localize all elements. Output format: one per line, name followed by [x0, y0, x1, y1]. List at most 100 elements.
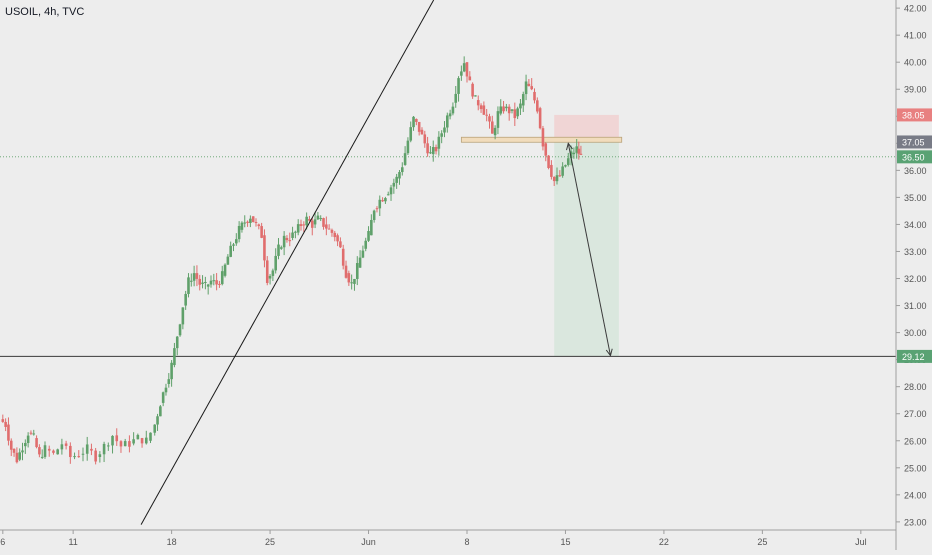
price-tick-label: 23.00: [904, 517, 927, 527]
candle-body: [400, 167, 404, 173]
candle-body: [98, 454, 102, 457]
candle-body: [285, 237, 289, 241]
candle-body: [355, 263, 359, 279]
candle-body: [341, 248, 345, 266]
time-axis[interactable]: 6 11 18 25 Jun 8 15 22 25 Jul: [0, 529, 896, 547]
candle-body: [204, 281, 207, 283]
candle-body: [164, 387, 168, 393]
candle-body: [392, 182, 396, 187]
candle-body: [417, 121, 421, 132]
price-label: 29.12: [902, 352, 925, 362]
position-tool[interactable]: [554, 114, 619, 357]
time-tick-label: 18: [167, 537, 177, 547]
price-label: 36.50: [902, 152, 925, 162]
candle-body: [94, 450, 97, 462]
price-tick-label: 35.00: [904, 193, 927, 203]
candle-body: [302, 224, 306, 226]
candle-body: [358, 257, 362, 268]
candle-body: [29, 432, 33, 434]
candle-body: [555, 175, 559, 182]
time-tick-label: 25: [265, 537, 275, 547]
candle-body: [330, 229, 334, 233]
price-axis[interactable]: 23.0024.0025.0026.0027.0028.0029.0030.00…: [895, 0, 932, 550]
candle-body: [184, 293, 187, 306]
time-tick-label: 25: [757, 537, 767, 547]
candle-body: [347, 273, 351, 283]
candle-body: [409, 127, 413, 141]
resistance-zone[interactable]: [460, 136, 623, 143]
candle-body: [175, 336, 179, 349]
candle-body: [288, 240, 292, 242]
candle-body: [465, 62, 469, 77]
candle-body: [384, 198, 387, 202]
candle-body: [445, 115, 449, 128]
projection-arrow[interactable]: [566, 142, 613, 357]
candle-body: [420, 129, 424, 135]
candle-body: [547, 155, 550, 169]
candle-body: [505, 106, 508, 109]
candle-body: [215, 280, 218, 285]
candle-body: [488, 116, 491, 122]
candle-body: [170, 362, 173, 380]
price-label-bg: [897, 349, 932, 363]
candle-body: [64, 443, 68, 446]
candle-body: [209, 280, 213, 285]
candle-body: [226, 256, 230, 265]
candle-body: [457, 78, 460, 94]
candle-body: [339, 241, 342, 248]
price-tick-label: 40.00: [904, 58, 927, 68]
candle-body: [353, 278, 356, 284]
candle-body: [52, 450, 55, 453]
candle-body: [15, 452, 19, 463]
candle-body: [482, 105, 486, 115]
candle-body: [56, 449, 59, 455]
candle-body: [111, 435, 114, 446]
trendline[interactable]: [140, 0, 435, 525]
candle-body: [107, 445, 110, 447]
price-tick-label: 31.00: [904, 301, 927, 311]
candle-body: [462, 63, 466, 72]
candle-body: [513, 109, 517, 119]
price-tick-label: 41.00: [904, 31, 927, 41]
candle-body: [73, 456, 76, 458]
candle-body: [389, 187, 393, 195]
candle-body: [423, 134, 427, 144]
candle-body: [1, 419, 5, 422]
horizontal-line[interactable]: [0, 156, 896, 357]
candle-body: [40, 456, 44, 458]
candle-body: [536, 100, 539, 112]
candle-body: [426, 143, 429, 154]
candle-body: [575, 146, 579, 153]
candle-body: [429, 152, 432, 154]
candle-body: [60, 444, 64, 450]
candle-body: [327, 228, 331, 230]
candle-body: [313, 219, 317, 225]
candle-body: [43, 445, 47, 457]
price-label: 37.05: [902, 137, 925, 147]
candle-body: [268, 275, 272, 279]
candles: [1, 56, 583, 465]
time-tick-label: 22: [659, 537, 669, 547]
candle-body: [527, 83, 531, 87]
candle-body: [69, 445, 72, 458]
candle-body: [336, 235, 339, 242]
price-tick-label: 30.00: [904, 328, 927, 338]
candle-body: [468, 76, 472, 81]
candle-body: [507, 106, 511, 114]
candle-body: [367, 231, 370, 241]
price-tick-label: 33.00: [904, 247, 927, 257]
candle-body: [566, 158, 570, 165]
candle-body: [257, 224, 261, 227]
candle-body: [299, 224, 303, 226]
candle-body: [431, 147, 435, 155]
candle-body: [344, 265, 348, 278]
price-tick-label: 25.00: [904, 463, 927, 473]
candle-body: [7, 424, 10, 441]
candle-body: [81, 453, 85, 455]
candle-body: [265, 260, 269, 283]
candle-body: [322, 218, 325, 227]
time-tick-label: 8: [464, 537, 469, 547]
price-tick-label: 32.00: [904, 274, 927, 284]
candle-body: [140, 438, 144, 444]
